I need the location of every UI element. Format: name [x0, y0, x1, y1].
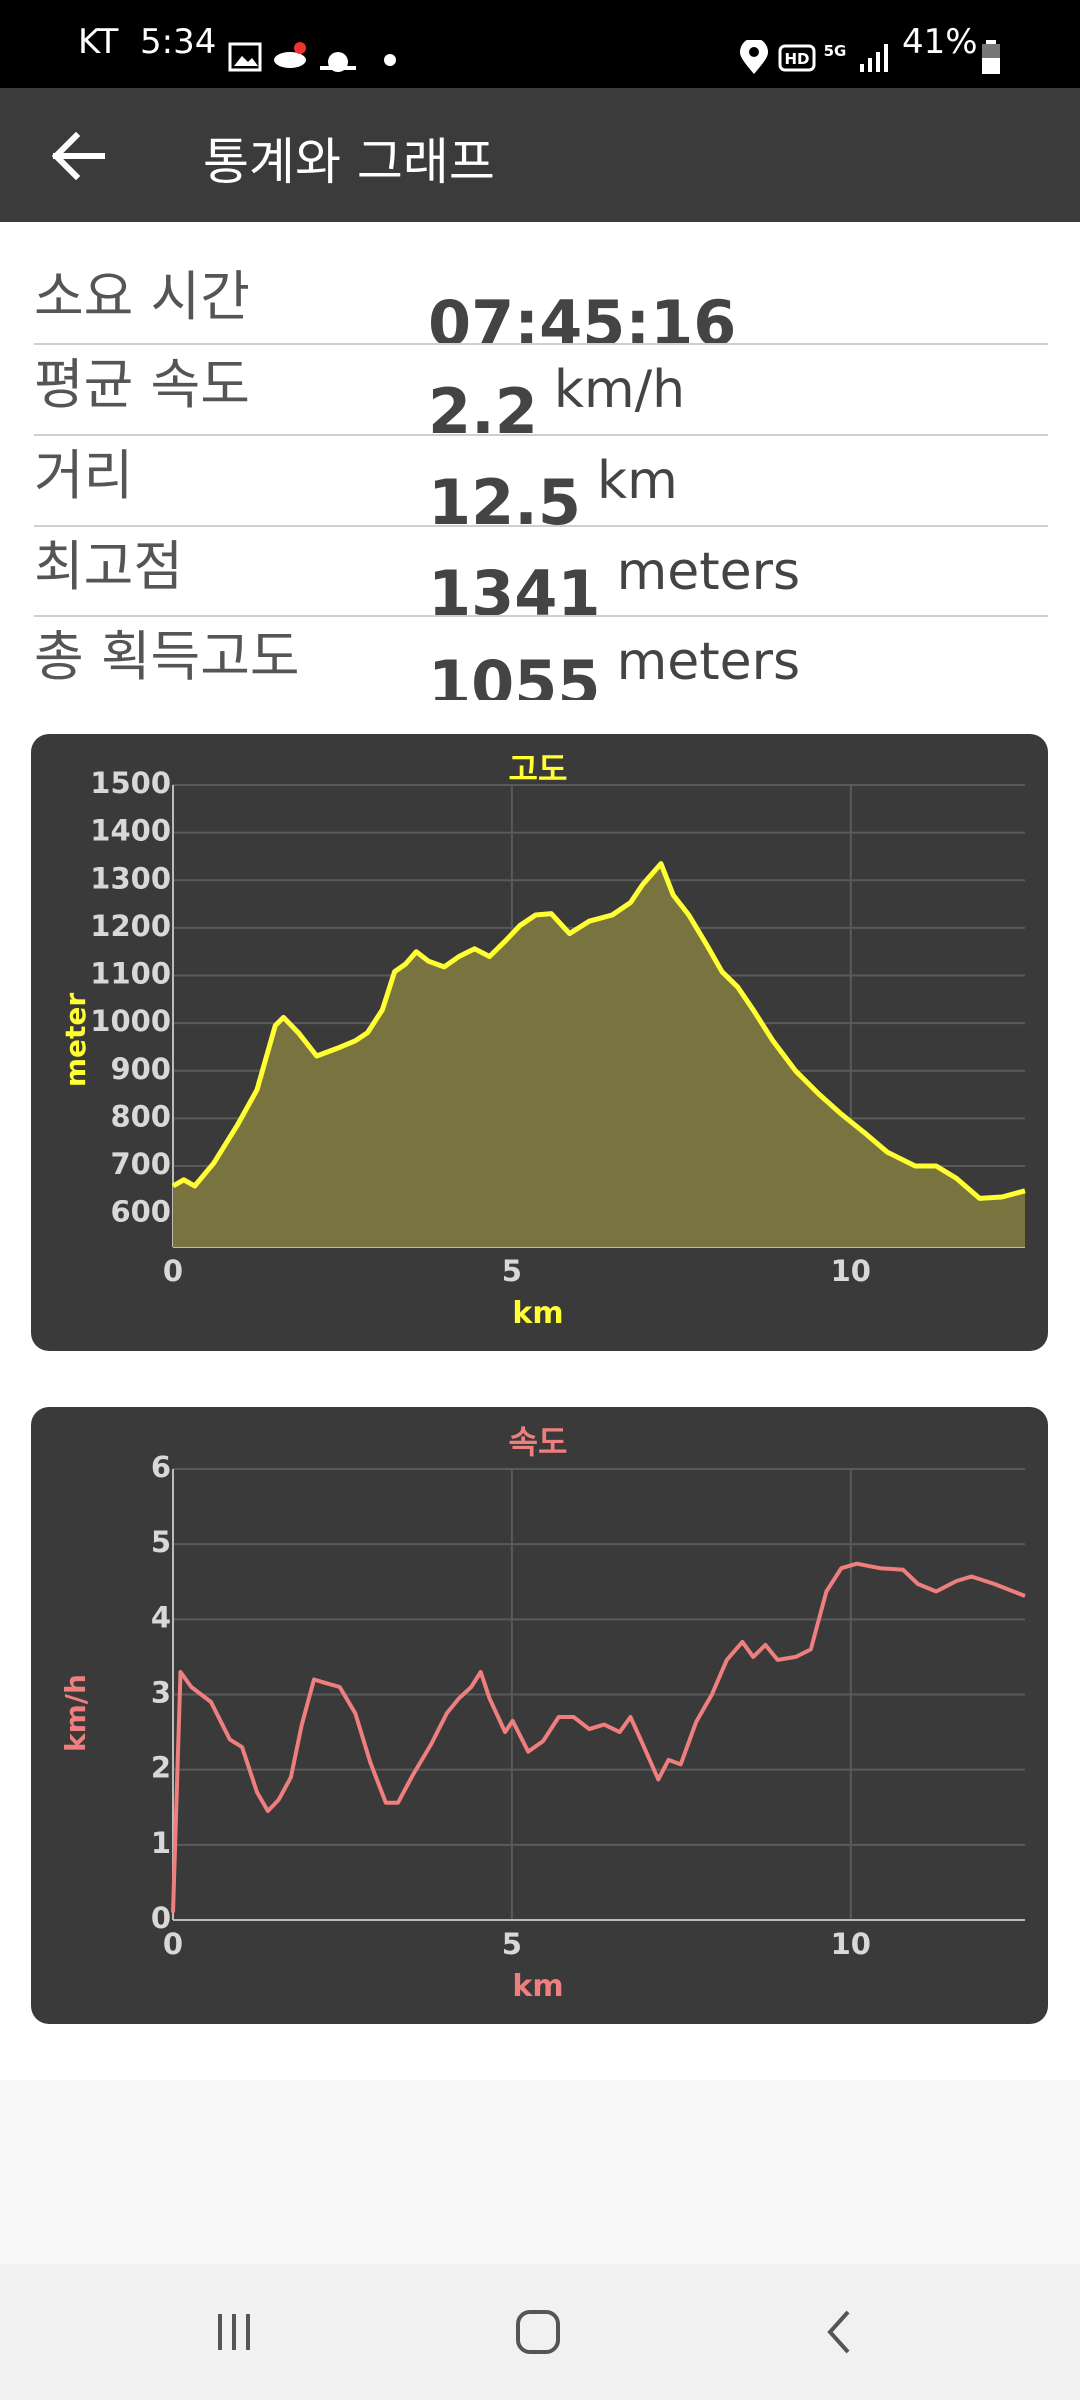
stat-row: 소요 시간 07:45:16	[34, 255, 1048, 345]
x-axis-label: km	[512, 1969, 563, 2004]
status-icons-left	[228, 42, 396, 72]
area-line	[171, 861, 1026, 1201]
stat-label: 총 획득고도	[34, 625, 300, 688]
battery-icon	[982, 40, 1000, 74]
clock: 5:34	[140, 22, 217, 62]
stat-label: 소요 시간	[34, 265, 250, 328]
chart: 600 700 800 900 1000 1100 1200 1300 1400 1500 0 5 10…	[59, 750, 1026, 1331]
y-tick-label: 1200	[90, 909, 171, 943]
stat-unit: km/h	[553, 360, 686, 420]
chart-title: 고도	[509, 750, 568, 788]
stat-value: 12.5 km	[428, 442, 678, 527]
stat-number: 2.2	[428, 375, 538, 436]
x-axis-label: km	[512, 1296, 563, 1331]
stat-value: 2.2 km/h	[428, 351, 686, 436]
y-tick-label: 1400	[90, 814, 171, 848]
y-tick-label: 1300	[90, 861, 171, 895]
elevation-card: 600 700 800 900 1000 1100 1200 1300 1400 1500 0 5 10…	[31, 734, 1048, 1351]
recents-button[interactable]	[218, 2314, 250, 2350]
stat-number: 07:45:16	[428, 287, 737, 345]
y-tick-label: 3	[151, 1676, 171, 1710]
x-tick-label: 0	[163, 1254, 183, 1288]
speed-card: 0 1 2 3 4 5 6 0 5 10 속도 km km/h	[31, 1407, 1048, 2024]
x-tick-label: 10	[831, 1254, 871, 1288]
y-tick-label: 6	[151, 1450, 171, 1484]
x-tick-label: 5	[502, 1927, 522, 1961]
nav-buttons	[218, 2310, 850, 2354]
battery-level: 41%	[902, 22, 978, 62]
status-icons-right: HD 5G	[740, 40, 888, 74]
back-button[interactable]	[52, 132, 108, 180]
y-tick-label: 1	[151, 1826, 171, 1860]
app-title: 통계와 그래프	[203, 133, 495, 191]
stat-label: 최고점	[34, 535, 184, 598]
y-tick-label: 4	[151, 1600, 171, 1634]
y-tick-label: 700	[110, 1147, 171, 1181]
y-tick-label: 600	[110, 1195, 171, 1229]
stat-label: 거리	[34, 444, 134, 507]
stat-row: 총 획득고도 1055 meters	[34, 615, 1048, 700]
x-tick-label: 10	[831, 1927, 871, 1961]
stat-row: 거리 12.5 km	[34, 434, 1048, 527]
stat-value: 1055 meters	[428, 623, 800, 700]
stat-number: 1055	[428, 647, 601, 701]
y-tick-label: 900	[110, 1052, 171, 1086]
stat-row: 평균 속도 2.2 km/h	[34, 343, 1048, 436]
status-bar: KT 5:34 HD 5G 41%	[0, 0, 1080, 88]
chart-title: 속도	[509, 1423, 568, 1461]
stat-label: 평균 속도	[34, 353, 250, 416]
y-tick-label: 0	[151, 1901, 171, 1935]
y-tick-label: 2	[151, 1751, 171, 1785]
background	[0, 2080, 1080, 2264]
stat-unit: meters	[616, 542, 801, 602]
y-tick-label: 800	[110, 1099, 171, 1133]
stat-number: 12.5	[428, 466, 581, 527]
home-button[interactable]	[516, 2310, 560, 2354]
stat-value: 1341 meters	[428, 533, 801, 617]
y-tick-label: 1100	[90, 957, 171, 991]
area-fill	[173, 863, 1025, 1247]
stat-unit: km	[596, 451, 678, 511]
line	[171, 1561, 1026, 1913]
y-axis-label: meter	[59, 993, 92, 1088]
stat-row: 최고점 1341 meters	[34, 525, 1048, 617]
stat-value: 07:45:16	[428, 263, 737, 345]
app-bar: 통계와 그래프	[0, 88, 1080, 222]
x-tick-label: 5	[502, 1254, 522, 1288]
carrier: KT	[78, 22, 119, 62]
svg-text:HD: HD	[784, 50, 809, 68]
stat-unit: meters	[616, 632, 801, 692]
stat-number: 1341	[428, 557, 601, 617]
x-tick-label: 0	[163, 1927, 183, 1961]
chart: 0 1 2 3 4 5 6 0 5 10 속도 km km/h	[59, 1423, 1026, 2004]
y-axis-label: km/h	[59, 1674, 92, 1752]
y-tick-label: 5	[151, 1525, 171, 1559]
back-nav-button[interactable]	[827, 2310, 850, 2354]
nav-bar	[0, 2264, 1080, 2400]
y-tick-label: 1500	[90, 766, 171, 800]
svg-text:5G: 5G	[824, 42, 847, 60]
y-tick-label: 1000	[90, 1004, 171, 1038]
